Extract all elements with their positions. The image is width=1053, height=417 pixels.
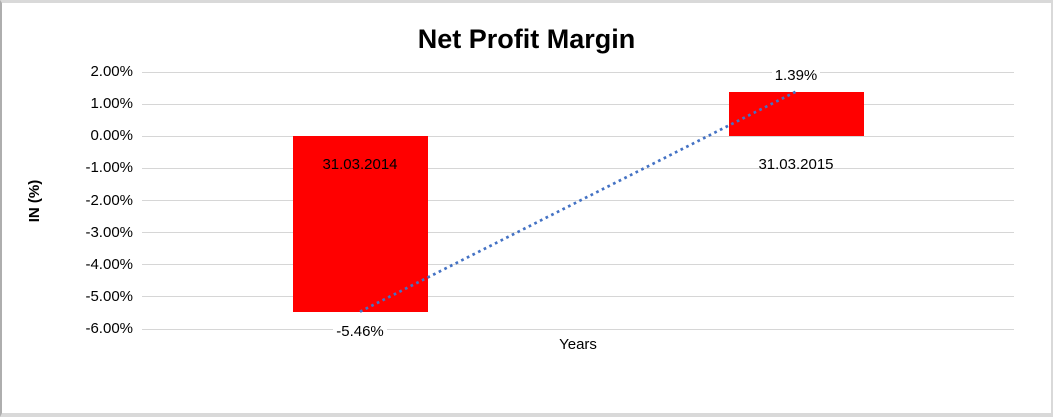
- y-tick-label: 0.00%: [90, 127, 133, 145]
- gridline: [142, 264, 1014, 266]
- y-tick-label: -1.00%: [85, 159, 133, 177]
- y-tick-label: -2.00%: [85, 191, 133, 209]
- y-tick-label: -5.00%: [85, 287, 133, 305]
- chart-title: Net Profit Margin: [417, 24, 636, 54]
- gridline: [142, 328, 1014, 330]
- x-axis-title: Years: [559, 336, 597, 353]
- y-tick-label: -3.00%: [85, 223, 133, 241]
- y-tick-label: -6.00%: [85, 320, 133, 337]
- y-tick-label: 2.00%: [90, 63, 133, 80]
- value-label: 1.39%: [578, 66, 1014, 85]
- y-tick-label: -4.00%: [85, 255, 133, 273]
- gridline: [142, 135, 1014, 137]
- category-label: 31.03.2015: [758, 156, 834, 174]
- value-label-text: 1.39%: [771, 66, 821, 85]
- value-label-text: -5.46%: [333, 322, 387, 341]
- gridline: [142, 232, 1014, 234]
- gridline: [142, 103, 1014, 105]
- gridline: [142, 200, 1014, 201]
- bar-31.03.2015: [728, 91, 864, 137]
- value-label: -5.46%: [142, 322, 578, 341]
- gridline: [142, 296, 1014, 298]
- y-tick-label: 1.00%: [90, 95, 133, 113]
- category-label: 31.03.2014: [322, 156, 398, 174]
- gridline: [142, 71, 1014, 73]
